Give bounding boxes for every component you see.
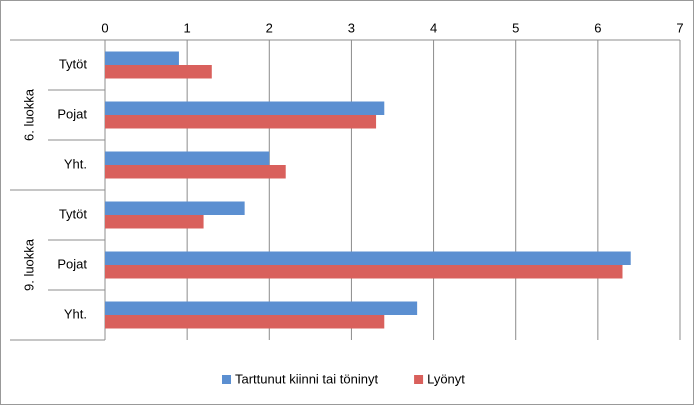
bar	[105, 315, 385, 329]
x-tick-label: 3	[348, 20, 355, 35]
legend-swatch	[222, 375, 231, 384]
legend-label: Lyönyt	[427, 371, 465, 386]
x-tick-label: 6	[594, 20, 601, 35]
x-tick-label: 1	[184, 20, 191, 35]
legend-label: Tarttunut kiinni tai töninyt	[235, 371, 378, 386]
y-tick-label: Tytöt	[59, 206, 88, 221]
bar	[105, 51, 179, 65]
x-tick-label: 4	[430, 20, 437, 35]
y-tick-label: Pojat	[57, 106, 87, 121]
bar	[105, 215, 204, 229]
bar	[105, 101, 385, 115]
bar	[105, 301, 418, 315]
bar	[105, 201, 245, 215]
bar	[105, 165, 286, 179]
group-label: 9. luokka	[21, 238, 36, 291]
bar	[105, 65, 212, 79]
y-tick-label: Tytöt	[59, 56, 88, 71]
x-tick-label: 5	[512, 20, 519, 35]
group-label: 6. luokka	[21, 88, 36, 141]
y-tick-label: Pojat	[57, 256, 87, 271]
bar	[105, 251, 631, 265]
x-tick-label: 0	[101, 20, 108, 35]
bar	[105, 151, 270, 165]
x-tick-label: 2	[266, 20, 273, 35]
bar	[105, 115, 377, 129]
y-tick-label: Yht.	[64, 306, 87, 321]
y-tick-label: Yht.	[64, 156, 87, 171]
legend-swatch	[414, 375, 424, 384]
bar	[105, 265, 623, 279]
x-tick-label: 7	[676, 20, 683, 35]
